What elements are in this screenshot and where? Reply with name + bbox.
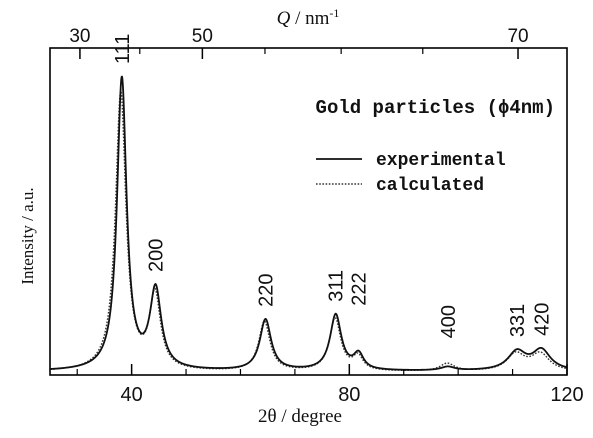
series-experimental-line [49, 75, 568, 371]
top-axis-title-exponent: -1 [329, 6, 339, 20]
tick-marks: 40 80 120 30 50 70 [69, 26, 583, 406]
top-axis-title: Q / nm-1 [277, 6, 340, 29]
top-axis-title-unit: / nm [290, 8, 329, 29]
legend-label-experimental: experimental [376, 151, 506, 171]
peak-label: 331 [507, 304, 529, 337]
peak-label: 220 [256, 274, 278, 307]
peak-label: 420 [531, 303, 553, 336]
top-tick-label: 70 [507, 26, 528, 47]
x-tick-label: 80 [338, 384, 360, 406]
peak-label: 311 [326, 270, 348, 302]
top-axis-title-symbol: Q [277, 8, 291, 29]
peak-label: 400 [438, 305, 460, 338]
plot-frame [49, 47, 568, 376]
top-tick-label: 30 [69, 26, 90, 47]
peak-label: 222 [349, 272, 371, 305]
peak-label: 200 [146, 239, 168, 272]
legend-label-calculated: calculated [376, 176, 484, 196]
chart-title: Gold particles (ϕ4nm) [316, 97, 555, 119]
x-axis-title: 2θ / degree [258, 406, 342, 427]
peak-label: 111 [112, 34, 134, 64]
legend: experimental calculated [316, 151, 506, 196]
y-axis-title: Intensity / a.u. [18, 187, 37, 284]
x-tick-label: 40 [121, 384, 143, 406]
x-tick-label: 120 [550, 384, 583, 406]
top-tick-label: 50 [192, 26, 213, 47]
peak-labels: 111 200 220 311 222 400 331 420 [112, 34, 554, 339]
